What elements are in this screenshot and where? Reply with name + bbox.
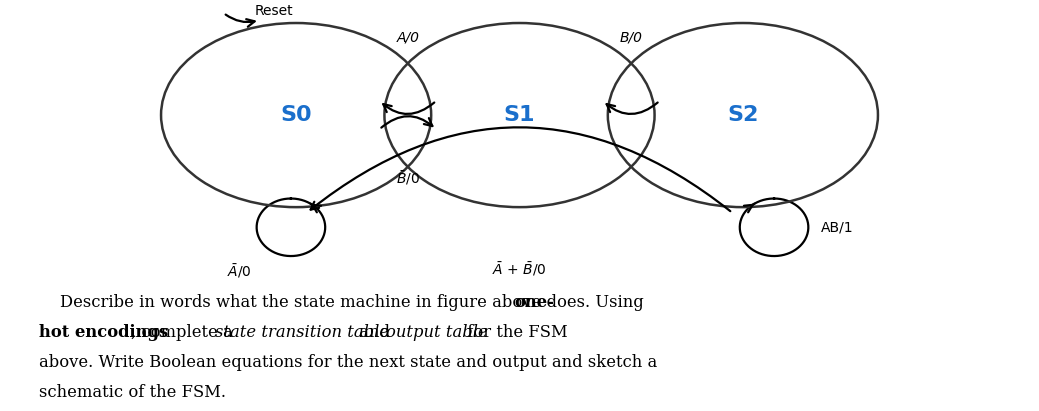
Text: schematic of the FSM.: schematic of the FSM. [39,384,227,401]
Text: Describe in words what the state machine in figure above does. Using: Describe in words what the state machine… [39,294,649,311]
Text: hot encodings: hot encodings [39,324,168,341]
Text: B/0: B/0 [619,30,643,44]
Text: Reset: Reset [255,4,293,18]
Text: output table: output table [387,324,488,341]
Text: $\bar{B}$/0: $\bar{B}$/0 [396,169,420,187]
Text: $\bar{A}$/0: $\bar{A}$/0 [227,262,251,279]
Text: above. Write Boolean equations for the next state and output and sketch a: above. Write Boolean equations for the n… [39,354,658,371]
Text: A/0: A/0 [396,30,420,44]
Text: for the FSM: for the FSM [462,324,567,341]
Text: $\bar{A}$ + $\bar{B}$/0: $\bar{A}$ + $\bar{B}$/0 [492,260,547,278]
Text: S2: S2 [727,105,758,125]
Text: , complete a: , complete a [131,324,238,341]
Text: state transition table: state transition table [215,324,390,341]
Text: S1: S1 [504,105,535,125]
Text: S0: S0 [281,105,312,125]
Text: one-: one- [514,294,554,311]
Text: AB/1: AB/1 [821,220,853,234]
Text: and: and [354,324,395,341]
